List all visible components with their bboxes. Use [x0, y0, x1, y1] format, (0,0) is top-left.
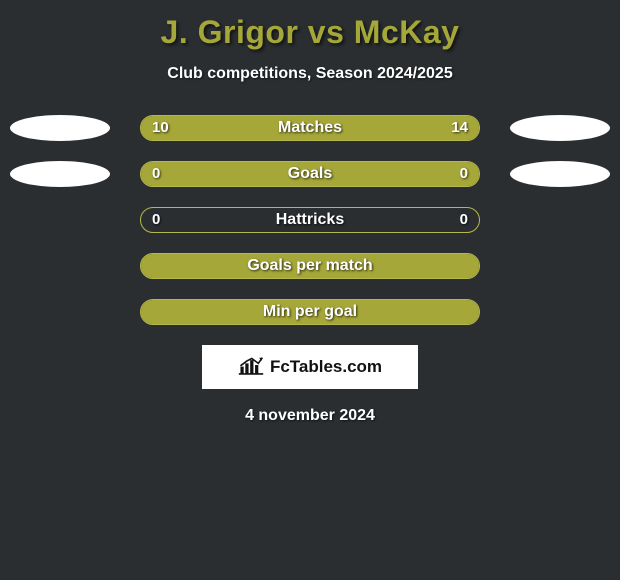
stat-value-left: 10	[152, 115, 169, 141]
stat-row: Min per goal	[0, 299, 620, 325]
stat-bar-track	[140, 299, 480, 325]
comparison-subtitle: Club competitions, Season 2024/2025	[0, 65, 620, 83]
stat-bar-track	[140, 161, 480, 187]
stat-row: 00Goals	[0, 161, 620, 187]
stat-bar-fill-right	[276, 116, 479, 140]
player-marker-right	[510, 115, 610, 141]
footer-date: 4 november 2024	[0, 407, 620, 425]
stat-value-right: 0	[460, 207, 468, 233]
stats-container: 1014Matches00Goals00HattricksGoals per m…	[0, 115, 620, 325]
stat-value-left: 0	[152, 161, 160, 187]
stat-row: Goals per match	[0, 253, 620, 279]
stat-bar-fill-right	[141, 162, 479, 186]
stat-bar-fill-right	[141, 254, 479, 278]
stat-bar-fill-right	[141, 300, 479, 324]
stat-bar-track	[140, 207, 480, 233]
stat-bar-track	[140, 253, 480, 279]
chart-icon	[238, 354, 264, 381]
stat-value-right: 14	[451, 115, 468, 141]
player-marker-left	[10, 161, 110, 187]
comparison-title: J. Grigor vs McKay	[0, 0, 620, 51]
player-marker-right	[510, 161, 610, 187]
branding-badge: FcTables.com	[202, 345, 418, 389]
branding-text: FcTables.com	[270, 357, 382, 377]
stat-row: 00Hattricks	[0, 207, 620, 233]
stat-value-left: 0	[152, 207, 160, 233]
stat-row: 1014Matches	[0, 115, 620, 141]
stat-value-right: 0	[460, 161, 468, 187]
stat-bar-track	[140, 115, 480, 141]
player-marker-left	[10, 115, 110, 141]
